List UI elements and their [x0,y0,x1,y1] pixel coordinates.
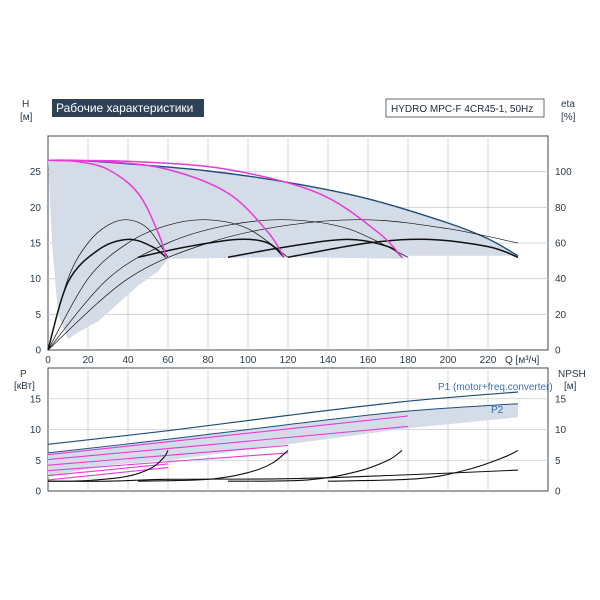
q-axis-label: Q [м³/ч] [505,355,540,366]
p2-series-label: P2 [491,405,504,416]
model-label: HYDRO MPC-F 4CR45-1, 50Hz [391,104,533,115]
npsh-axis-unit: [м] [564,381,577,392]
power-curve [47,467,169,481]
eta-tick-label: 100 [555,167,572,178]
npsh-curve [47,469,519,482]
efficiency-curve [47,219,409,351]
x-tick-label: 0 [45,355,51,366]
p-tick-label: 10 [30,425,42,436]
model-label-box [385,98,545,118]
x-tick-label: 80 [202,355,214,366]
pump-head-curve [47,159,403,258]
x-tick-label: 180 [400,355,417,366]
power-curve [47,415,409,456]
efficiency-curve-bold [227,238,403,259]
efficiency-curve [47,219,289,351]
p-tick-label: 0 [35,487,41,498]
chart-title: Рабочие характеристики [56,101,193,115]
p-tick-label: 15 [30,394,42,405]
efficiency-curve [47,219,519,351]
p2-curve [47,403,519,454]
eta-tick-label: 80 [555,203,567,214]
x-tick-label: 40 [122,355,134,366]
eta-tick-label: 0 [555,346,561,357]
power-curve [47,425,409,461]
top-curves [47,159,519,351]
x-tick-label: 220 [480,355,497,366]
axis-tick-labels: 0 20 40 60 80 100 120 140 160 180 200 2200510152025… [30,167,572,497]
pump-head-curve [47,159,167,258]
efficiency-curve-bold [137,238,285,259]
eta-tick-label: 40 [555,274,567,285]
chart-title-background [52,99,204,117]
npsh-curve [47,450,169,482]
power-curve [47,463,169,477]
x-tick-label: 200 [440,355,457,366]
operating-envelope-area [48,160,518,340]
x-tick-label: 20 [82,355,94,366]
h-tick-label: 25 [30,167,42,178]
efficiency-curve-bold [47,238,167,351]
npsh-tick-label: 0 [555,487,561,498]
x-tick-label: 100 [240,355,257,366]
eta-axis-unit: [%] [561,112,576,123]
eta-tick-label: 60 [555,239,567,250]
h-tick-label: 10 [30,274,42,285]
x-tick-label: 160 [360,355,377,366]
power-curve [47,452,289,472]
p-axis-unit: [кВт] [14,381,35,392]
efficiency-curve [47,219,169,351]
h-axis-label: H [22,99,29,110]
npsh-tick-label: 10 [555,425,567,436]
npsh-tick-label: 15 [555,394,567,405]
h-tick-label: 20 [30,203,42,214]
x-tick-label: 120 [280,355,297,366]
eta-tick-label: 20 [555,310,567,321]
h-axis-unit: [м] [20,112,33,123]
p-tick-label: 5 [35,456,41,467]
efficiency-curve-bold [287,238,519,259]
x-tick-label: 140 [320,355,337,366]
p1-series-label: P1 (motor+freq.converter) [438,382,553,393]
npsh-tick-label: 5 [555,456,561,467]
eta-axis-label: eta [561,99,575,110]
h-tick-label: 5 [35,310,41,321]
p-axis-label: P [20,369,27,380]
power-band-area [48,403,518,478]
x-tick-label: 60 [162,355,174,366]
bottom-curves [47,391,519,482]
npsh-curve [137,449,289,482]
npsh-curve [227,449,403,482]
h-tick-label: 0 [35,346,41,357]
npsh-curve [327,449,519,482]
power-curve [47,444,289,466]
p1-curve [47,391,519,445]
h-tick-label: 15 [30,239,42,250]
npsh-axis-label: NPSH [558,369,586,380]
